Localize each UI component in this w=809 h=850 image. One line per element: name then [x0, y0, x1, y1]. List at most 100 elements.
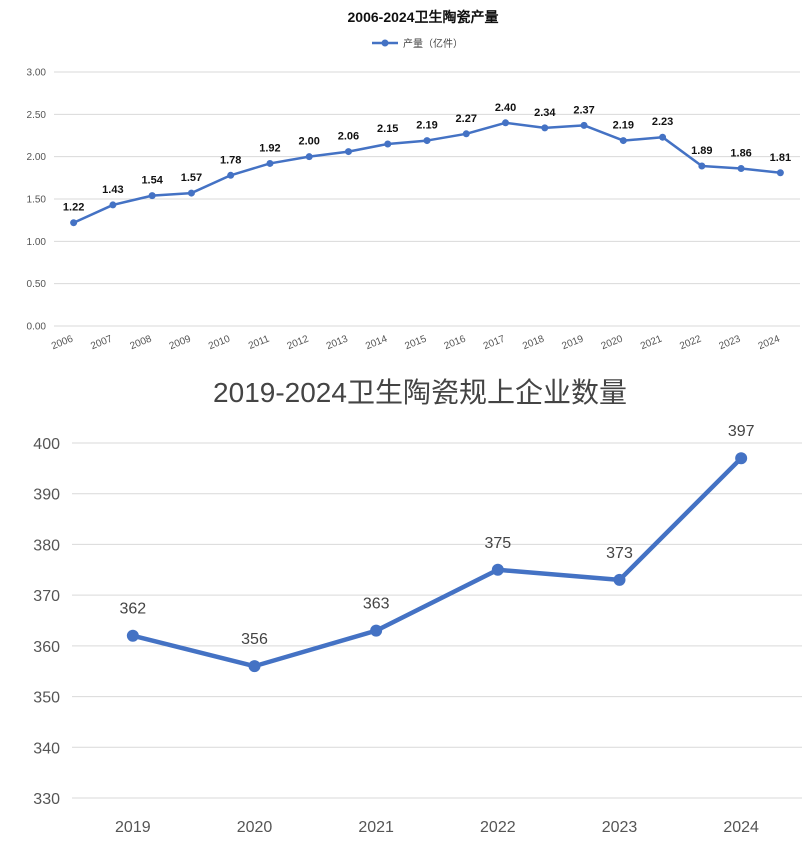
- data-label: 2.19: [613, 120, 634, 132]
- data-label: 397: [728, 423, 755, 440]
- x-tick-label: 2021: [639, 333, 664, 352]
- data-label: 2.00: [298, 136, 319, 148]
- legend-label: 产量（亿件）: [403, 37, 463, 50]
- data-point: [491, 563, 504, 576]
- legend-point-marker: [381, 39, 389, 47]
- data-point: [502, 119, 510, 127]
- x-tick-label: 2018: [521, 333, 546, 352]
- data-label: 2.15: [377, 123, 398, 135]
- production-legend: 产量（亿件）: [372, 37, 463, 50]
- y-tick-label: 390: [33, 487, 60, 504]
- x-tick-label: 2007: [89, 333, 114, 352]
- y-tick-label: 1.00: [27, 237, 47, 248]
- data-point: [541, 124, 549, 132]
- y-tick-label: 350: [33, 690, 60, 707]
- x-tick-label: 2017: [482, 333, 507, 352]
- x-tick-label: 2013: [325, 333, 350, 352]
- x-tick-label: 2023: [717, 333, 742, 352]
- data-label: 2.37: [573, 104, 594, 116]
- y-tick-label: 2.00: [27, 152, 47, 163]
- x-tick-label: 2019: [115, 819, 151, 836]
- data-point: [776, 169, 784, 177]
- data-label: 362: [119, 601, 146, 618]
- x-tick-label: 2011: [247, 333, 271, 351]
- x-tick-label: 2009: [168, 333, 193, 352]
- data-point: [698, 162, 706, 170]
- data-label: 2.34: [534, 107, 556, 119]
- x-tick-label: 2020: [600, 333, 625, 352]
- data-label: 1.22: [63, 202, 84, 214]
- data-point: [462, 130, 470, 138]
- x-tick-label: 2006: [50, 333, 75, 352]
- data-label: 2.40: [495, 102, 516, 114]
- data-label: 2.06: [338, 131, 359, 143]
- data-point: [613, 573, 626, 586]
- enterprise-count-chart-title: 2019-2024卫生陶瓷规上企业数量: [213, 377, 627, 408]
- data-point: [423, 137, 431, 145]
- y-tick-label: 370: [33, 588, 60, 605]
- data-label: 1.54: [141, 175, 163, 187]
- x-tick-label: 2022: [480, 819, 516, 836]
- enterprise-count-chart: 2019-2024卫生陶瓷规上企业数量 330 340 350 360 370 380 39…: [0, 362, 809, 850]
- y-tick-label: 380: [33, 537, 60, 554]
- data-label: 1.92: [259, 142, 280, 154]
- data-point: [384, 140, 392, 148]
- y-tick-label: 2.50: [27, 110, 47, 121]
- production-chart-title: 2006-2024卫生陶瓷产量: [348, 9, 499, 25]
- data-point: [187, 189, 195, 197]
- x-tick-label: 2024: [723, 819, 759, 836]
- y-tick-label: 1.50: [27, 195, 47, 206]
- y-tick-label: 360: [33, 639, 60, 656]
- data-label: 356: [241, 631, 268, 648]
- data-label: 1.43: [102, 184, 123, 196]
- production-chart-svg: 2006-2024卫生陶瓷产量 产量（亿件） 0.00 0.50 1.00 1.50 2…: [27, 9, 800, 352]
- x-tick-label: 2016: [443, 333, 468, 352]
- x-tick-label: 2024: [757, 333, 782, 352]
- data-label: 2.19: [416, 120, 437, 132]
- x-tick-label: 2015: [403, 333, 428, 352]
- data-point: [70, 219, 78, 227]
- y-tick-label: 3.00: [27, 68, 47, 79]
- data-point: [148, 192, 156, 200]
- data-point: [735, 452, 748, 465]
- data-point: [227, 171, 235, 179]
- data-point: [266, 159, 274, 167]
- data-point: [344, 148, 352, 156]
- x-tick-label: 2012: [286, 333, 311, 352]
- data-point: [619, 137, 627, 145]
- x-tick-label: 2019: [560, 333, 585, 352]
- y-tick-label: 0.50: [27, 279, 47, 290]
- x-tick-label: 2010: [207, 333, 232, 352]
- y-tick-label: 330: [33, 791, 60, 808]
- x-tick-label: 2021: [358, 819, 394, 836]
- data-point: [126, 629, 139, 642]
- data-point: [370, 624, 383, 637]
- data-label: 1.78: [220, 154, 241, 166]
- series-line: [132, 456, 743, 669]
- data-point: [305, 153, 313, 161]
- x-tick-label: 2014: [364, 333, 389, 352]
- data-label: 2.23: [652, 116, 673, 128]
- data-label: 375: [484, 535, 511, 552]
- data-label: 2.27: [456, 113, 477, 125]
- data-point: [737, 165, 745, 173]
- data-label: 1.81: [770, 152, 791, 164]
- x-tick-label: 2020: [237, 819, 273, 836]
- x-tick-label: 2023: [602, 819, 638, 836]
- data-label: 373: [606, 545, 633, 562]
- y-tick-label: 340: [33, 740, 60, 757]
- data-point: [109, 201, 117, 209]
- enterprise-count-chart-svg: 2019-2024卫生陶瓷规上企业数量 330 340 350 360 370 380 39…: [33, 377, 802, 836]
- data-point: [248, 660, 261, 673]
- data-label: 1.89: [691, 145, 712, 157]
- x-tick-label: 2022: [678, 333, 703, 352]
- data-point: [580, 121, 588, 129]
- data-label: 1.57: [181, 172, 202, 184]
- production-chart: 2006-2024卫生陶瓷产量 产量（亿件） 0.00 0.50 1.00 1.50 2…: [0, 0, 809, 362]
- data-label: 363: [363, 596, 390, 613]
- data-point: [659, 133, 667, 141]
- y-tick-label: 0.00: [27, 322, 47, 333]
- y-tick-label: 400: [33, 436, 60, 453]
- data-label: 1.86: [730, 148, 751, 160]
- x-tick-label: 2008: [129, 333, 154, 352]
